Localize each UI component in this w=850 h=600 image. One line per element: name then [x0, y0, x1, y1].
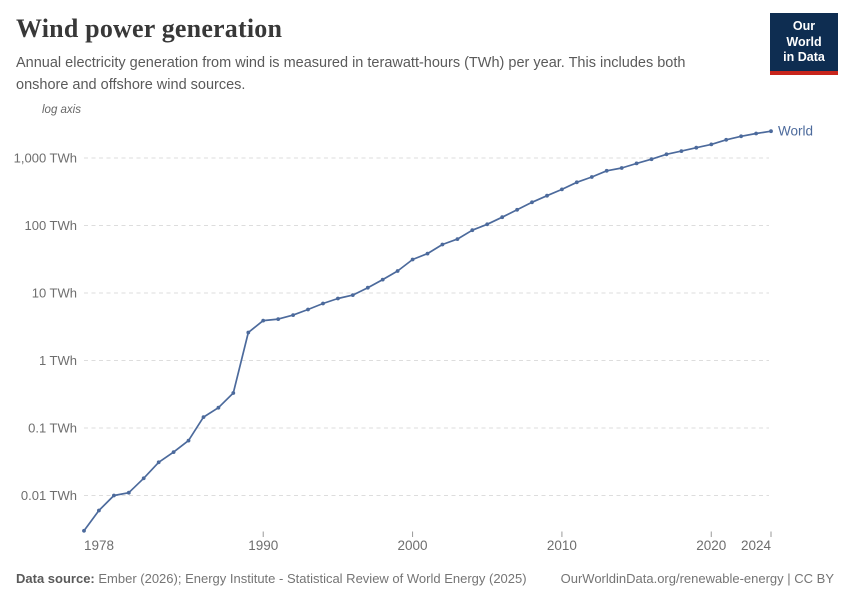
data-line-world: [83, 130, 772, 532]
y-axis-tick-label: 1 TWh: [39, 353, 77, 368]
chart-footer: Data source: Ember (2026); Energy Instit…: [16, 571, 834, 586]
log-axis-label: log axis: [42, 104, 81, 116]
owid-logo: Our World in Data: [770, 13, 838, 75]
data-point: [306, 307, 310, 312]
data-point: [634, 161, 639, 166]
data-point: [500, 215, 505, 220]
data-point: [82, 528, 86, 533]
data-point: [545, 193, 549, 198]
data-point: [231, 391, 236, 395]
data-source-label: Data source:: [16, 571, 95, 586]
owid-logo-line2: in Data: [783, 50, 825, 65]
data-point: [694, 145, 699, 150]
data-point: [485, 222, 490, 227]
data-point: [739, 134, 743, 139]
data-point: [679, 149, 684, 154]
x-axis-tick-label: 1990: [248, 538, 278, 553]
data-point: [201, 415, 206, 419]
data-point: [141, 476, 146, 481]
y-axis-tick-label: 10 TWh: [32, 286, 77, 301]
x-axis-tick-label: 1978: [84, 538, 114, 553]
data-point: [97, 508, 101, 513]
data-point: [440, 242, 445, 247]
data-point: [560, 187, 564, 192]
data-point: [171, 450, 176, 454]
page-title: Wind power generation: [16, 14, 283, 43]
data-point: [619, 166, 624, 170]
data-point: [216, 405, 221, 410]
data-point: [589, 175, 594, 179]
x-axis-tick-label: 2024: [741, 538, 772, 553]
data-point: [515, 207, 519, 212]
data-point: [395, 269, 400, 273]
data-point: [604, 168, 609, 173]
data-point: [574, 180, 579, 185]
data-point: [321, 301, 325, 306]
owid-logo-line1: Our World: [786, 19, 822, 49]
x-axis-tick-label: 2000: [398, 538, 428, 553]
data-point: [455, 237, 460, 242]
data-point: [724, 137, 729, 142]
chart-header: Wind power generation Annual electricity…: [16, 14, 756, 96]
data-point: [126, 490, 131, 495]
data-point: [365, 285, 370, 290]
y-axis-tick-label: 100 TWh: [24, 218, 77, 233]
data-point: [709, 142, 714, 147]
data-point: [276, 317, 281, 321]
y-axis-tick-label: 0.1 TWh: [28, 421, 77, 436]
y-axis-tick-label: 1,000 TWh: [14, 151, 77, 166]
data-point: [769, 129, 773, 134]
data-point: [754, 131, 758, 136]
data-point: [470, 228, 475, 233]
data-point: [291, 313, 295, 317]
owid-credit-link[interactable]: OurWorldinData.org/renewable-energy | CC…: [560, 571, 834, 586]
chart-subtitle: Annual electricity generation from wind …: [16, 54, 686, 93]
data-point: [336, 296, 340, 301]
data-point: [649, 157, 654, 162]
data-point: [664, 152, 669, 157]
data-point: [530, 200, 534, 205]
data-point: [112, 493, 116, 498]
data-source-note: Data source: Ember (2026); Energy Instit…: [16, 571, 527, 586]
data-point: [246, 330, 251, 335]
x-axis-tick-label: 2020: [696, 538, 726, 553]
data-point: [186, 438, 191, 443]
data-point: [425, 251, 430, 256]
x-axis-tick-label: 2010: [547, 538, 577, 553]
data-source-text: Ember (2026); Energy Institute - Statist…: [94, 571, 527, 586]
data-point: [350, 293, 355, 297]
data-point: [410, 257, 415, 262]
data-point: [380, 277, 385, 282]
data-point: [156, 460, 161, 465]
data-point: [261, 318, 266, 323]
series-end-label: World: [778, 124, 813, 139]
y-axis-tick-label: 0.01 TWh: [21, 488, 77, 503]
